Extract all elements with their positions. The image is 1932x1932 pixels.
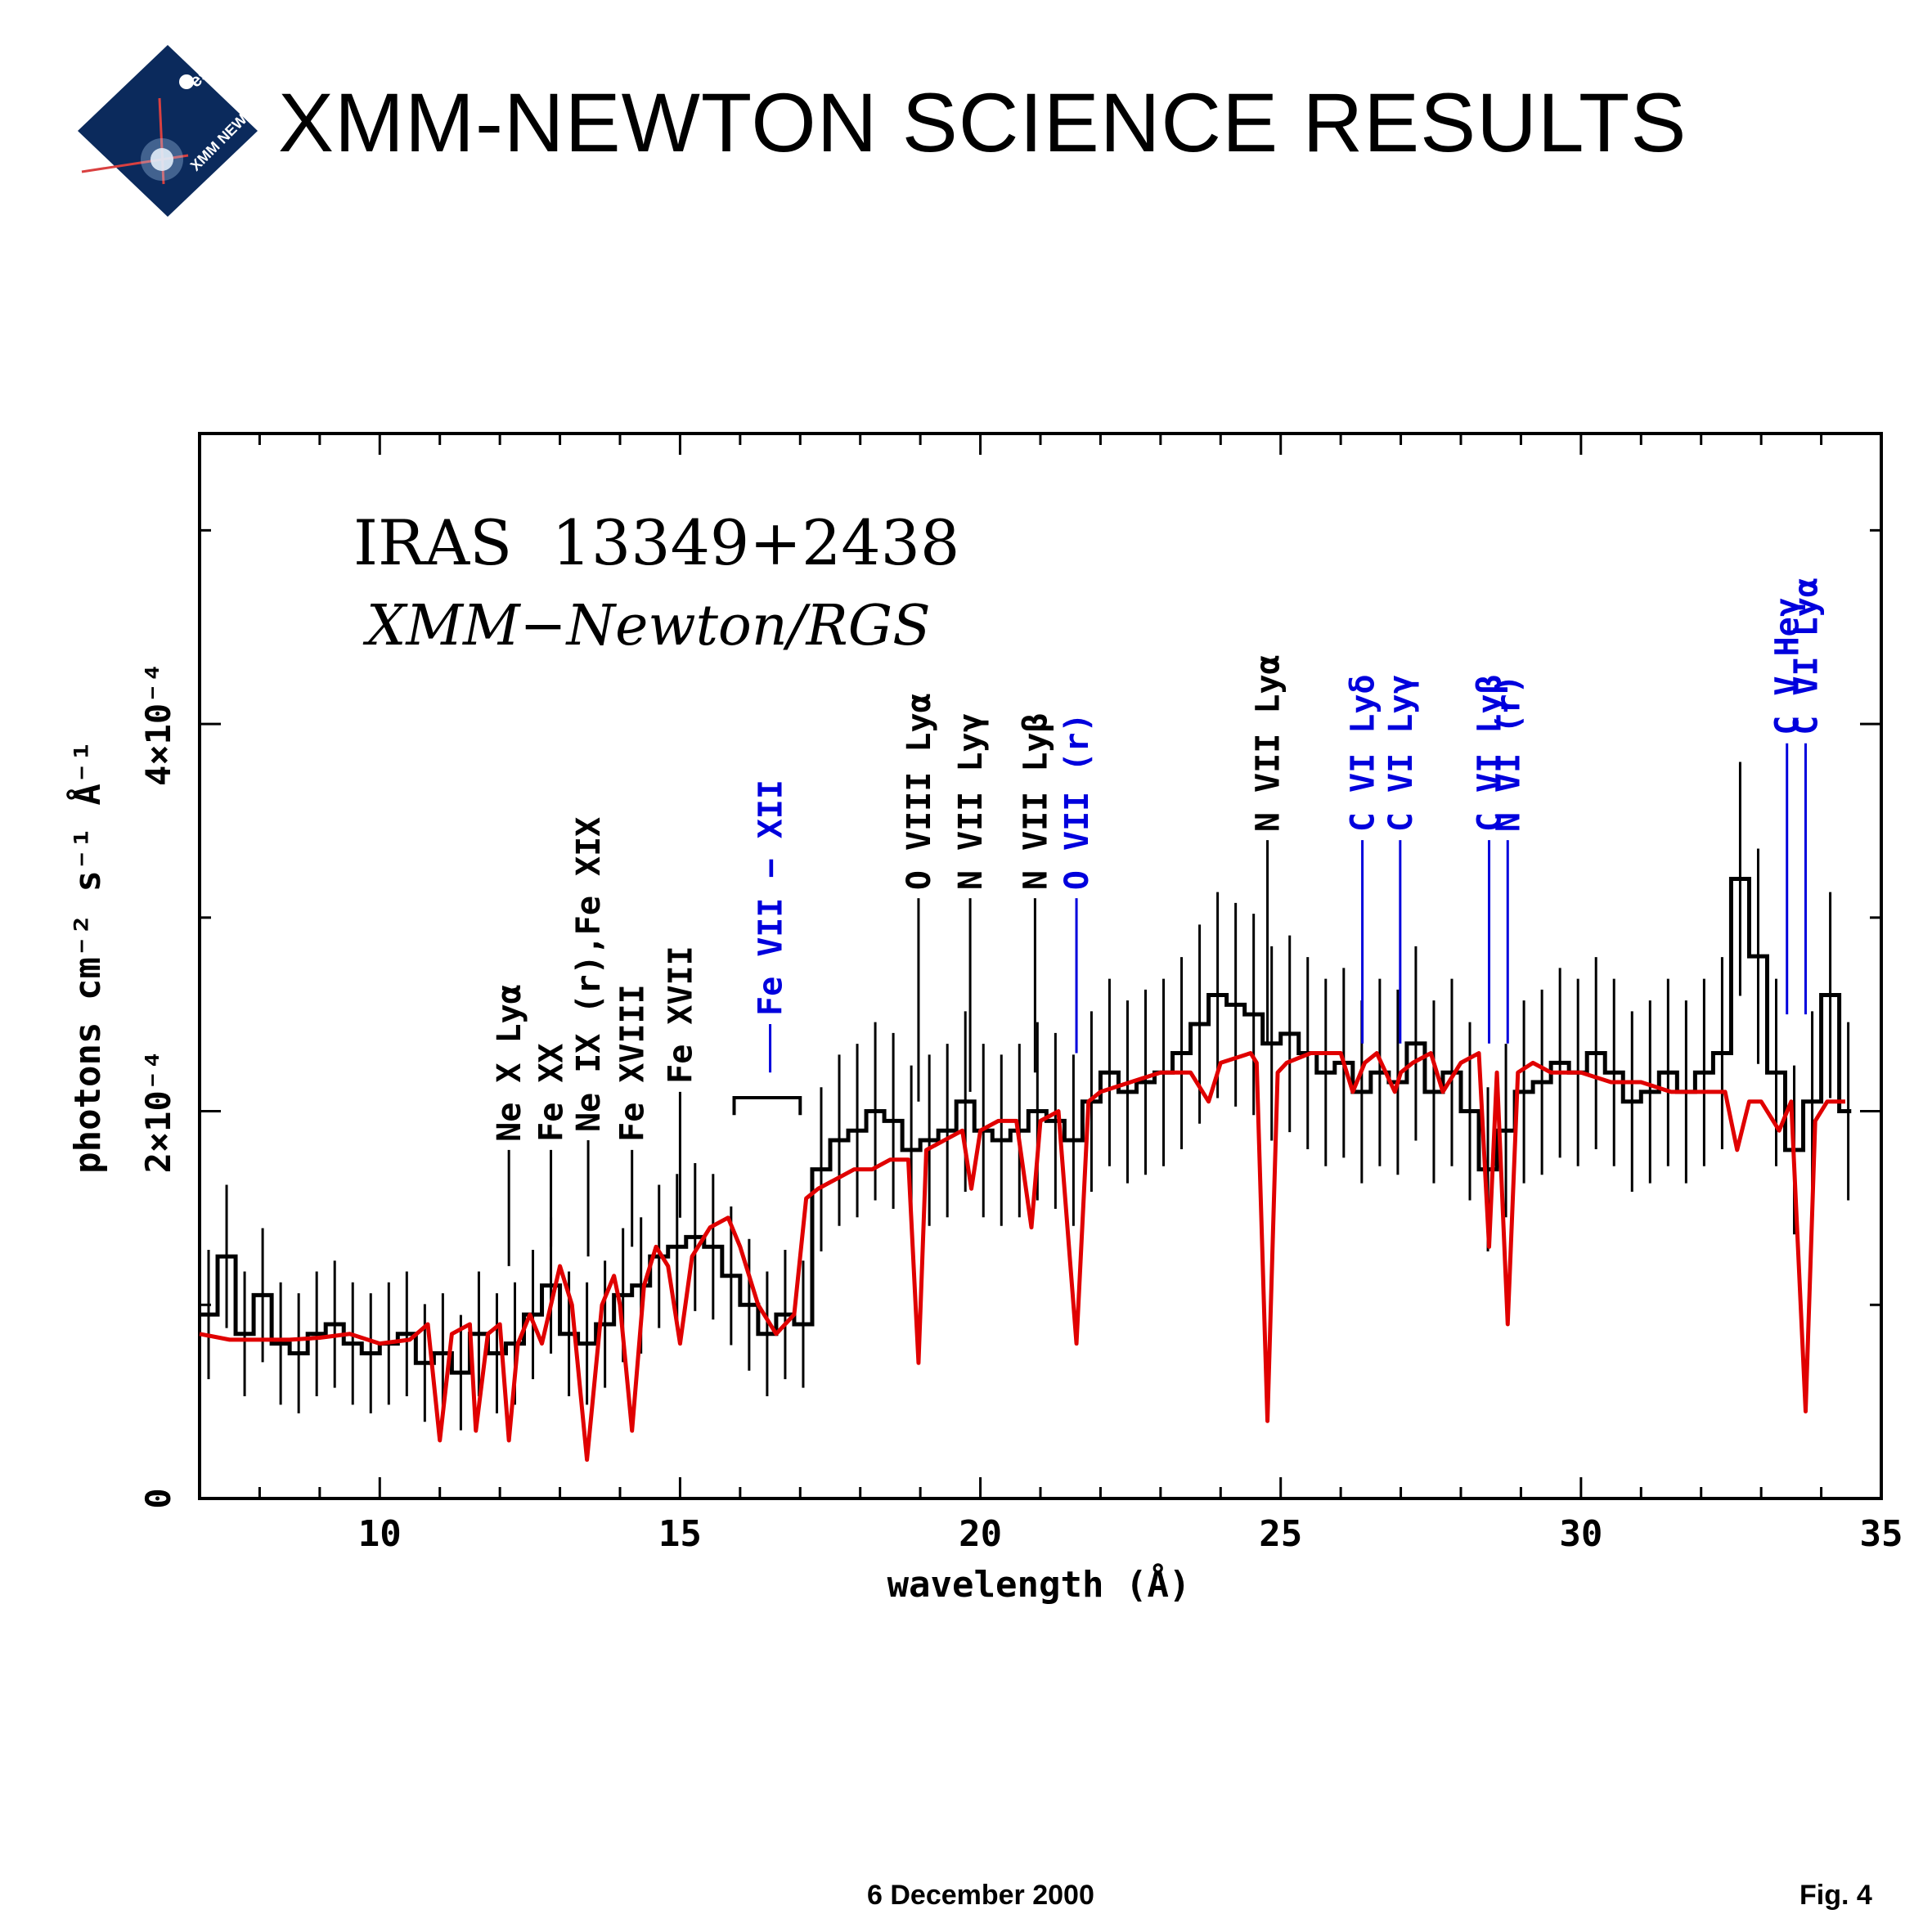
annotation-label: C VI Lyγ: [1382, 674, 1420, 832]
x-tick-label: 30: [1559, 1513, 1602, 1555]
annotation-label: Ne IX (r),Fe XIX: [570, 817, 608, 1132]
x-tick-label: 10: [358, 1513, 402, 1555]
data-series: [199, 762, 1852, 1462]
y-tick-label: 0: [138, 1488, 178, 1508]
page-title: XMM-NEWTON SCIENCE RESULTS: [278, 76, 1687, 169]
annotation-label: N VII Lyγ: [952, 712, 990, 890]
line-annotations: Ne X Lyα Fe XX Ne IX (r),Fe XIX Fe XVIII Fe …: [491, 577, 1825, 1266]
x-tick-label: 15: [658, 1513, 702, 1555]
chart-title: IRAS 13349+2438: [353, 506, 959, 579]
annotation-label: Fe XX: [533, 1043, 571, 1141]
figure-number: Fig. 4: [1799, 1880, 1872, 1911]
chart-subtitle: XMM−Newton/RGS: [362, 594, 931, 658]
annotation-label: N VII Lyα: [1250, 654, 1287, 832]
footer-date: 6 December 2000: [867, 1880, 1094, 1911]
y-axis-label: photons cm⁻² s⁻¹ Å⁻¹: [65, 740, 109, 1174]
annotation-label: Fe XVIII: [614, 984, 652, 1142]
model-spectrum-line: [199, 1051, 1845, 1462]
x-tick-label: 35: [1860, 1513, 1903, 1555]
axis-ticks: 10 15 20 25 30 35 0 2×10⁻⁴ 4×10⁻⁴: [138, 434, 1903, 1555]
fe-uta-bracket: [732, 1095, 802, 1116]
annotation-label: C VI Lyβ: [1471, 674, 1509, 832]
annotation-label: C VI Lyα: [1787, 577, 1825, 735]
annotation-label: C VI Lyδ: [1345, 674, 1382, 832]
x-tick-label: 25: [1259, 1513, 1302, 1555]
annotation-label: N VI (r): [1489, 674, 1527, 832]
annotation-label: O VIII Lyα: [901, 693, 938, 890]
annotation-label: Ne X Lyα: [491, 984, 528, 1142]
esa-xmm-newton-logo: esa XMM NEWTON: [78, 45, 270, 217]
annotation-label: O VII (r): [1058, 712, 1096, 890]
annotation-label: N VII Lyβ: [1017, 712, 1054, 890]
observed-spectrum-line: [200, 876, 1852, 1375]
x-tick-label: 20: [959, 1513, 1002, 1555]
y-tick-label: 4×10⁻⁴: [138, 662, 178, 786]
annotation-label: C V Heγ: [1769, 597, 1807, 735]
x-axis-label: wavelength (Å): [887, 1562, 1191, 1606]
annotation-label: Fe XVII: [662, 946, 699, 1084]
y-tick-label: 2×10⁻⁴: [138, 1049, 178, 1174]
annotation-label: Fe VII − XII: [753, 780, 790, 1016]
